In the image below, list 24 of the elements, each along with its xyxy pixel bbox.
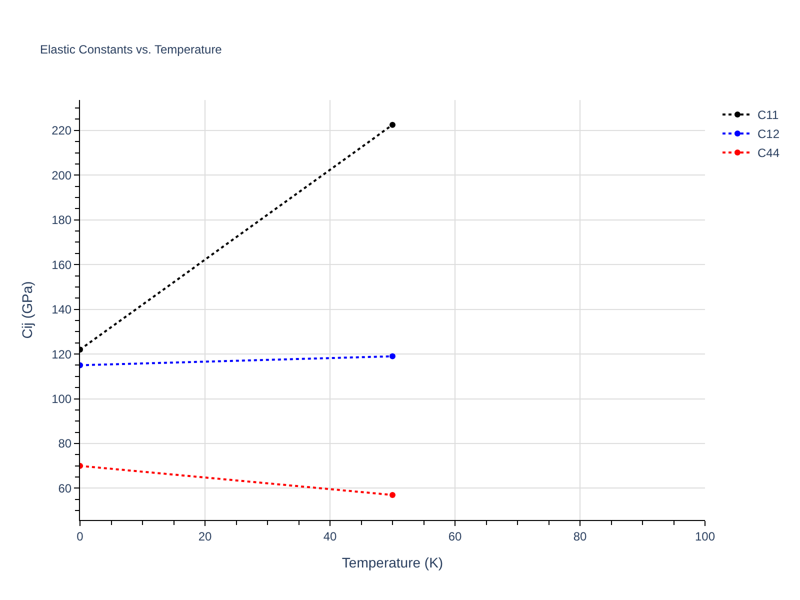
point [390,492,396,498]
legend-label: C44 [758,146,780,160]
x-tick-label: 80 [573,529,587,544]
x-tick-label: 20 [198,529,212,544]
y-tick-label: 80 [58,436,72,451]
y-tick-label: 120 [52,347,72,362]
y-tick-label: 140 [52,302,72,317]
x-axis-title: Temperature (K) [342,554,444,571]
x-tick-label: 100 [694,529,716,544]
point [390,353,396,360]
y-tick-label: 160 [52,258,72,272]
chart-title: Elastic Constants vs. Temperature [40,42,222,56]
legend-label: C12 [758,127,780,142]
x-tick-label: 40 [323,529,337,544]
legend-label: C11 [758,108,779,122]
point [390,122,396,128]
y-axis-title: Cij (GPa) [19,281,36,339]
x-tick-label: 60 [448,529,462,544]
y-tick-label: 60 [58,481,72,496]
y-tick-label: 100 [52,392,72,406]
y-tick-label: 200 [52,168,72,182]
y-tick-label: 220 [52,124,72,138]
y-tick-label: 180 [52,213,72,228]
x-tick-label: 0 [76,529,84,544]
